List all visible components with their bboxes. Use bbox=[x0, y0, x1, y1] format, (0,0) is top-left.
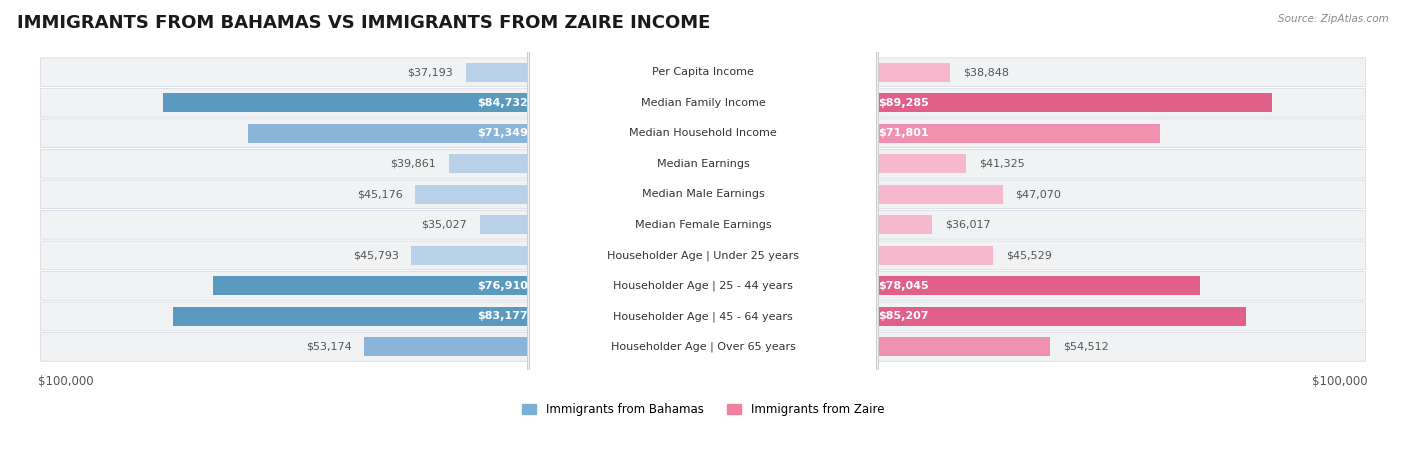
FancyBboxPatch shape bbox=[527, 0, 879, 467]
Bar bbox=[703, 246, 993, 265]
Legend: Immigrants from Bahamas, Immigrants from Zaire: Immigrants from Bahamas, Immigrants from… bbox=[517, 399, 889, 421]
Text: Householder Age | 45 - 64 years: Householder Age | 45 - 64 years bbox=[613, 311, 793, 322]
Text: IMMIGRANTS FROM BAHAMAS VS IMMIGRANTS FROM ZAIRE INCOME: IMMIGRANTS FROM BAHAMAS VS IMMIGRANTS FR… bbox=[17, 14, 710, 32]
Text: $47,070: $47,070 bbox=[1015, 189, 1062, 199]
Text: $84,732: $84,732 bbox=[477, 98, 527, 108]
Bar bbox=[703, 63, 950, 82]
Text: $45,793: $45,793 bbox=[353, 250, 398, 261]
Bar bbox=[412, 246, 703, 265]
Text: $71,349: $71,349 bbox=[477, 128, 527, 138]
FancyBboxPatch shape bbox=[527, 0, 879, 467]
Bar bbox=[703, 185, 1002, 204]
FancyBboxPatch shape bbox=[527, 0, 879, 467]
Bar bbox=[173, 307, 703, 326]
Text: $35,027: $35,027 bbox=[422, 220, 467, 230]
FancyBboxPatch shape bbox=[527, 0, 879, 467]
Bar bbox=[364, 338, 703, 356]
FancyBboxPatch shape bbox=[41, 58, 1365, 86]
Bar bbox=[703, 215, 932, 234]
Text: Median Male Earnings: Median Male Earnings bbox=[641, 189, 765, 199]
Text: $83,177: $83,177 bbox=[477, 311, 527, 321]
FancyBboxPatch shape bbox=[527, 0, 879, 467]
Text: $89,285: $89,285 bbox=[879, 98, 929, 108]
Bar bbox=[479, 215, 703, 234]
Text: $76,910: $76,910 bbox=[477, 281, 527, 291]
FancyBboxPatch shape bbox=[41, 88, 1365, 117]
Text: Per Capita Income: Per Capita Income bbox=[652, 67, 754, 77]
Text: $41,325: $41,325 bbox=[979, 159, 1025, 169]
Bar bbox=[249, 124, 703, 143]
Text: $78,045: $78,045 bbox=[879, 281, 929, 291]
FancyBboxPatch shape bbox=[41, 333, 1365, 361]
Text: Median Female Earnings: Median Female Earnings bbox=[634, 220, 772, 230]
Bar bbox=[703, 276, 1201, 295]
Bar bbox=[703, 154, 966, 173]
FancyBboxPatch shape bbox=[41, 241, 1365, 270]
Text: $53,174: $53,174 bbox=[305, 342, 352, 352]
Text: $39,861: $39,861 bbox=[391, 159, 436, 169]
Bar bbox=[465, 63, 703, 82]
Text: $54,512: $54,512 bbox=[1063, 342, 1109, 352]
Bar bbox=[703, 124, 1160, 143]
Text: Householder Age | Under 25 years: Householder Age | Under 25 years bbox=[607, 250, 799, 261]
Text: $71,801: $71,801 bbox=[879, 128, 929, 138]
FancyBboxPatch shape bbox=[527, 0, 879, 467]
Text: $85,207: $85,207 bbox=[879, 311, 929, 321]
FancyBboxPatch shape bbox=[527, 0, 879, 467]
Text: Median Family Income: Median Family Income bbox=[641, 98, 765, 108]
Bar bbox=[163, 93, 703, 112]
Text: $37,193: $37,193 bbox=[408, 67, 453, 77]
Text: $36,017: $36,017 bbox=[945, 220, 991, 230]
FancyBboxPatch shape bbox=[527, 0, 879, 467]
Text: Householder Age | 25 - 44 years: Householder Age | 25 - 44 years bbox=[613, 281, 793, 291]
FancyBboxPatch shape bbox=[41, 180, 1365, 209]
FancyBboxPatch shape bbox=[527, 0, 879, 467]
Bar bbox=[703, 338, 1050, 356]
Bar bbox=[449, 154, 703, 173]
Text: $38,848: $38,848 bbox=[963, 67, 1010, 77]
FancyBboxPatch shape bbox=[41, 271, 1365, 300]
FancyBboxPatch shape bbox=[527, 0, 879, 467]
Bar bbox=[703, 93, 1272, 112]
FancyBboxPatch shape bbox=[41, 302, 1365, 331]
Bar bbox=[214, 276, 703, 295]
Text: Source: ZipAtlas.com: Source: ZipAtlas.com bbox=[1278, 14, 1389, 24]
Text: $45,529: $45,529 bbox=[1005, 250, 1052, 261]
Text: Median Household Income: Median Household Income bbox=[628, 128, 778, 138]
FancyBboxPatch shape bbox=[41, 149, 1365, 178]
Text: Householder Age | Over 65 years: Householder Age | Over 65 years bbox=[610, 342, 796, 352]
Text: Median Earnings: Median Earnings bbox=[657, 159, 749, 169]
Bar bbox=[415, 185, 703, 204]
FancyBboxPatch shape bbox=[41, 211, 1365, 239]
Text: $45,176: $45,176 bbox=[357, 189, 402, 199]
FancyBboxPatch shape bbox=[41, 119, 1365, 148]
Bar bbox=[703, 307, 1246, 326]
